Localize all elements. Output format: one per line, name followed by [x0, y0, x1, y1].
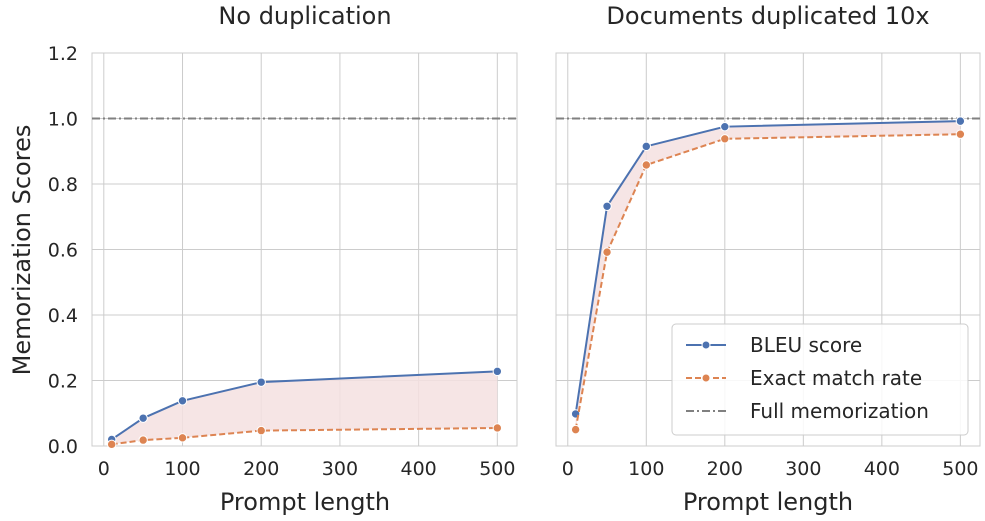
legend-bleu-marker	[701, 340, 711, 350]
plot-frame	[555, 52, 981, 447]
x-axis-label: Prompt length	[220, 488, 390, 516]
x-tick-label: 200	[707, 458, 743, 480]
y-axis-label: Memorization Scores	[8, 125, 36, 376]
panel-no-duplication: No duplication Memorization Scores Promp…	[8, 2, 518, 516]
bleu-point	[641, 141, 651, 152]
x-tick-label: 400	[864, 458, 900, 480]
x-tick-label: 100	[628, 458, 664, 480]
y-tick-label: 1.0	[48, 109, 78, 131]
legend-exact-label: Exact match rate	[750, 366, 922, 390]
exact-match-point	[177, 433, 188, 443]
bleu-point	[602, 201, 612, 211]
legend: BLEU score Exact match rate Full memoriz…	[671, 323, 969, 436]
exact-match-point	[492, 423, 503, 433]
exact-match-point	[720, 134, 730, 144]
x-tick-label: 300	[322, 458, 358, 480]
x-axis-label: Prompt length	[683, 488, 853, 516]
legend-box	[671, 323, 969, 436]
panel-title: Documents duplicated 10x	[606, 2, 929, 30]
x-tick-label: 100	[164, 458, 200, 480]
bleu-point	[177, 396, 188, 406]
panel-title: No duplication	[218, 2, 391, 30]
fill-between-area	[111, 371, 498, 445]
panel-documents-duplicated: Documents duplicated 10x Prompt length 0…	[555, 2, 981, 516]
exact-match-point	[955, 129, 966, 139]
bleu-point	[955, 116, 966, 126]
y-tick-label: 0.2	[48, 371, 78, 393]
plot-frame	[91, 52, 518, 447]
bleu-point	[720, 121, 730, 132]
bleu-point	[256, 377, 266, 387]
exact-match-line	[111, 426, 498, 446]
exact-match-point	[602, 247, 612, 257]
bleu-point	[492, 366, 503, 377]
x-tick-label: 300	[785, 458, 821, 480]
exact-match-point	[641, 160, 651, 170]
legend-full-label: Full memorization	[750, 399, 929, 423]
exact-match-point	[106, 439, 117, 450]
legend-bleu-label: BLEU score	[750, 333, 862, 357]
x-tick-label: 0	[98, 458, 110, 480]
x-tick-label: 500	[942, 458, 978, 480]
exact-match-point	[138, 435, 148, 445]
plot-area-left: 0 100 200 300 400 500 0.0 0.2 0.4 0.6 0.8 1.0 1.2	[48, 43, 518, 480]
x-tick-label: 400	[400, 458, 436, 480]
exact-match-point	[570, 424, 581, 435]
y-tick-label: 0.4	[48, 305, 78, 327]
y-tick-label: 0.0	[48, 436, 78, 458]
y-tick-label: 0.6	[48, 240, 78, 262]
y-tick-label: 1.2	[48, 43, 78, 65]
legend-exact-marker	[701, 373, 711, 383]
y-tick-label: 0.8	[48, 174, 78, 196]
x-tick-label: 0	[562, 458, 574, 480]
exact-match-point	[256, 425, 266, 436]
plot-area-right: 0 100 200 300 400 500	[555, 52, 981, 480]
bleu-point	[138, 413, 148, 423]
x-tick-label: 500	[479, 458, 515, 480]
x-tick-label: 200	[243, 458, 279, 480]
